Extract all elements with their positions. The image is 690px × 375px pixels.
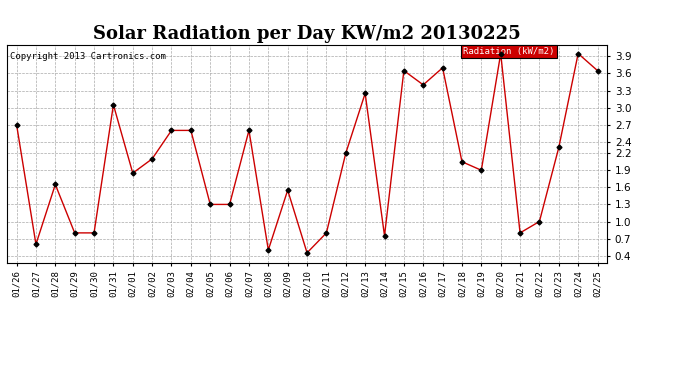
- Title: Solar Radiation per Day KW/m2 20130225: Solar Radiation per Day KW/m2 20130225: [93, 26, 521, 44]
- Text: Copyright 2013 Cartronics.com: Copyright 2013 Cartronics.com: [10, 51, 166, 60]
- Text: Radiation (kW/m2): Radiation (kW/m2): [463, 47, 555, 56]
